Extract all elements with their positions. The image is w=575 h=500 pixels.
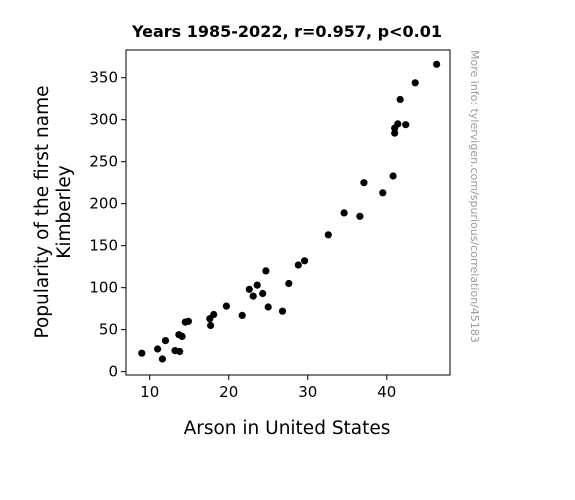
y-tick-label-200: 200 bbox=[89, 195, 118, 213]
data-point-18 bbox=[253, 281, 261, 289]
data-point-1 bbox=[138, 349, 146, 357]
data-point-12 bbox=[207, 321, 215, 330]
y-tick-label-0: 0 bbox=[108, 363, 118, 381]
data-point-37 bbox=[411, 79, 419, 87]
data-point-10 bbox=[184, 317, 192, 325]
data-point-34 bbox=[394, 120, 402, 128]
source-note: More info: tylervigen.com/spurious/corre… bbox=[468, 50, 481, 343]
plot-area-frame bbox=[125, 49, 451, 376]
data-point-17 bbox=[249, 292, 257, 300]
data-point-7 bbox=[176, 347, 184, 356]
y-axis-label-line-1: Popularity of the first name bbox=[32, 85, 53, 338]
data-point-13 bbox=[210, 310, 218, 319]
data-point-32 bbox=[391, 129, 399, 137]
data-point-20 bbox=[262, 267, 270, 275]
x-tick-label-10: 10 bbox=[140, 383, 159, 401]
y-tick-label-50: 50 bbox=[99, 321, 118, 339]
chart-title: Years 1985-2022, r=0.957, p<0.01 bbox=[131, 22, 442, 41]
data-point-28 bbox=[356, 212, 364, 220]
data-points bbox=[138, 60, 441, 363]
y-axis-label: Popularity of the first name Kimberley bbox=[32, 85, 75, 338]
data-point-29 bbox=[360, 179, 368, 187]
data-point-36 bbox=[402, 121, 410, 129]
y-axis-ticks: 0 50 100 150 200 250 300 350 bbox=[89, 69, 126, 381]
data-point-15 bbox=[238, 311, 246, 319]
data-point-4 bbox=[161, 337, 170, 345]
data-point-24 bbox=[294, 261, 302, 269]
y-tick-label-100: 100 bbox=[89, 279, 118, 297]
x-tick-label-20: 20 bbox=[219, 383, 238, 401]
data-point-22 bbox=[278, 307, 287, 315]
data-point-16 bbox=[245, 285, 253, 293]
data-point-30 bbox=[379, 189, 387, 197]
data-point-23 bbox=[285, 279, 293, 288]
data-point-35 bbox=[396, 95, 404, 104]
data-point-19 bbox=[259, 289, 267, 298]
data-point-21 bbox=[264, 303, 272, 311]
data-point-38 bbox=[433, 60, 441, 68]
data-point-8 bbox=[178, 332, 186, 340]
x-tick-label-40: 40 bbox=[377, 383, 396, 401]
data-point-25 bbox=[301, 257, 309, 265]
x-axis-ticks: 10 20 30 40 bbox=[140, 375, 396, 401]
data-point-26 bbox=[324, 231, 332, 239]
data-point-3 bbox=[158, 355, 166, 363]
y-tick-label-350: 350 bbox=[89, 69, 118, 87]
data-point-31 bbox=[389, 172, 397, 180]
data-point-2 bbox=[154, 345, 162, 353]
y-tick-label-250: 250 bbox=[89, 153, 118, 171]
x-tick-label-30: 30 bbox=[298, 383, 317, 401]
data-point-27 bbox=[340, 209, 348, 217]
y-tick-label-150: 150 bbox=[89, 237, 118, 255]
y-axis-label-line-2: Kimberley bbox=[54, 165, 75, 259]
data-point-14 bbox=[222, 302, 230, 310]
y-tick-label-300: 300 bbox=[89, 111, 118, 129]
x-axis-label: Arson in United States bbox=[184, 418, 391, 439]
